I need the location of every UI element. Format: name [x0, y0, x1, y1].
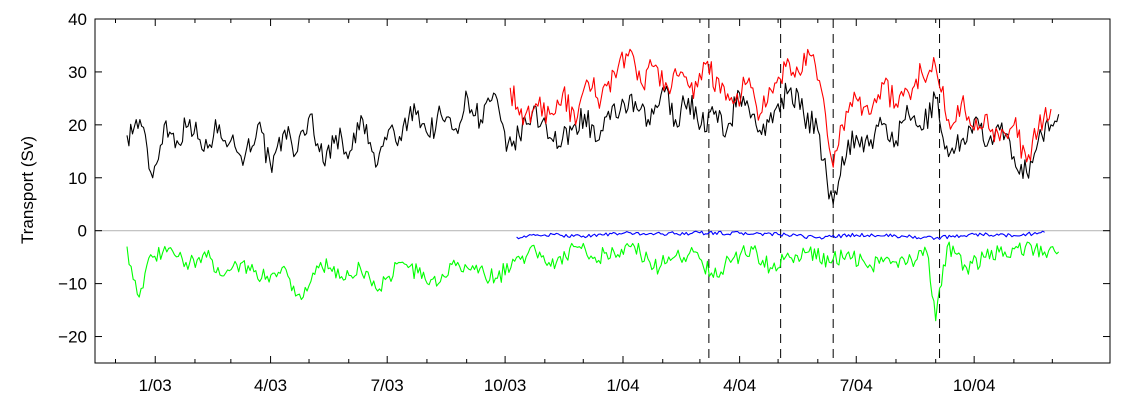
series-lines: [126, 48, 1060, 322]
x-tick-label: 7/03: [371, 376, 404, 395]
x-tick-label: 10/04: [953, 376, 996, 395]
y-tick-label: 20: [68, 116, 87, 135]
y-tick-label: −10: [58, 275, 87, 294]
y-tick-label: 30: [68, 63, 87, 82]
y-tick-label: 10: [68, 169, 87, 188]
y-tick-label: 0: [78, 222, 87, 241]
axis-ticks: [95, 18, 1110, 363]
series-line-1: [126, 82, 1060, 205]
x-tick-label: 1/03: [139, 376, 172, 395]
y-tick-label: −20: [58, 328, 87, 347]
y-axis-title: Transport (Sv): [18, 136, 37, 244]
y-tick-labels: 40 30 20 10 0 −10 −20: [58, 10, 87, 347]
x-tick-label: 10/03: [484, 376, 527, 395]
x-tick-labels: 1/03 4/03 7/03 10/03 1/04 4/04 7/04 10/04: [139, 376, 996, 395]
plot-frame: [94, 18, 1111, 364]
y-tick-label: 40: [68, 10, 87, 29]
series-line-2: [509, 48, 1052, 168]
series-line-4: [126, 241, 1060, 322]
x-tick-label: 1/04: [606, 376, 639, 395]
x-tick-label: 4/03: [254, 376, 287, 395]
x-tick-label: 7/04: [840, 376, 873, 395]
series-line-3: [516, 230, 1045, 240]
event-dashed-lines: [708, 19, 941, 363]
x-tick-label: 4/04: [723, 376, 756, 395]
